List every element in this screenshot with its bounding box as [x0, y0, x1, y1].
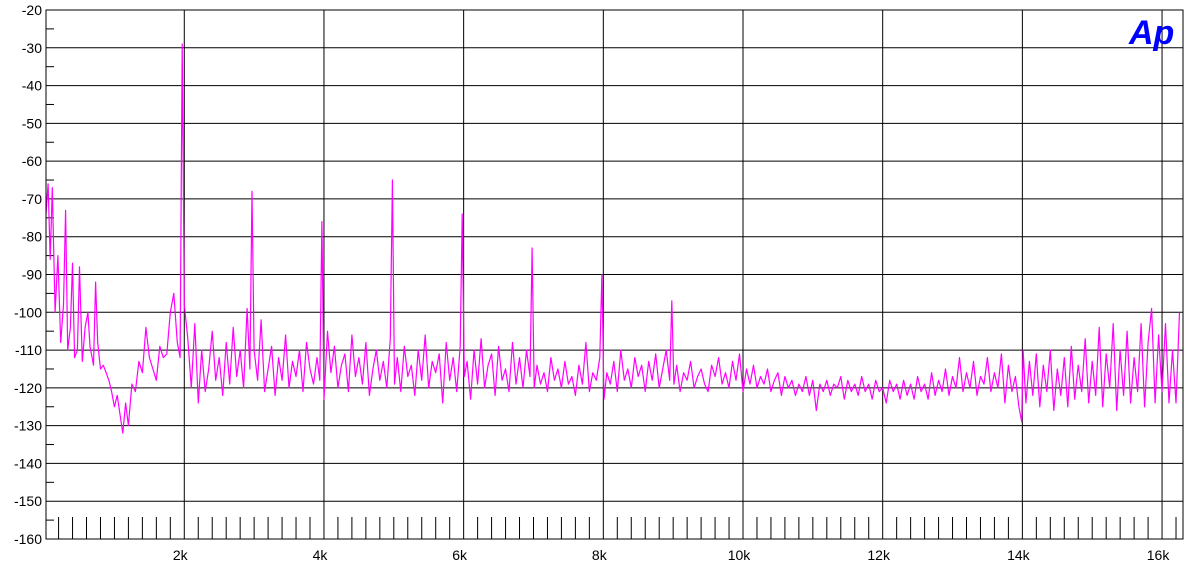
y-axis-tick-labels: -20 -30 -40 -50 -60 -70 -80 -90 -100 -110 -120 -130… — [14, 2, 42, 547]
y-tick-label: -40 — [22, 78, 42, 94]
x-tick-label: 6k — [452, 547, 468, 563]
y-tick-label: -60 — [22, 153, 42, 169]
x-tick-label: 10k — [728, 547, 752, 563]
y-tick-label: -150 — [14, 493, 42, 509]
y-tick-label: -100 — [14, 304, 42, 320]
y-tick-label: -160 — [14, 531, 42, 547]
y-tick-label: -130 — [14, 418, 42, 434]
minor-gridlines — [46, 28, 54, 521]
x-tick-label: 12k — [867, 547, 891, 563]
x-axis-tick-labels: 2k 4k 6k 8k 10k 12k 14k 16k — [173, 547, 1170, 563]
y-tick-label: -50 — [22, 115, 42, 131]
trace-layer — [45, 43, 1181, 434]
y-tick-label: -110 — [15, 342, 42, 358]
y-tick-label: -140 — [14, 455, 42, 471]
x-tick-label: 2k — [173, 547, 189, 563]
x-tick-label: 8k — [592, 547, 608, 563]
y-tick-label: -120 — [14, 380, 42, 396]
bottom-minor-ticks — [58, 517, 1177, 539]
x-tick-label: 16k — [1147, 547, 1171, 563]
plot-frame — [45, 9, 1184, 540]
y-tick-label: -20 — [22, 2, 42, 18]
ap-logo: Ap — [1128, 14, 1174, 52]
y-tick-label: -70 — [22, 191, 42, 207]
y-tick-label: -30 — [22, 40, 42, 56]
x-tick-label: 4k — [313, 547, 329, 563]
x-tick-label: 14k — [1007, 547, 1031, 563]
y-tick-label: -90 — [22, 267, 42, 283]
spectrum-trace — [45, 43, 1181, 434]
y-tick-label: -80 — [22, 229, 42, 245]
